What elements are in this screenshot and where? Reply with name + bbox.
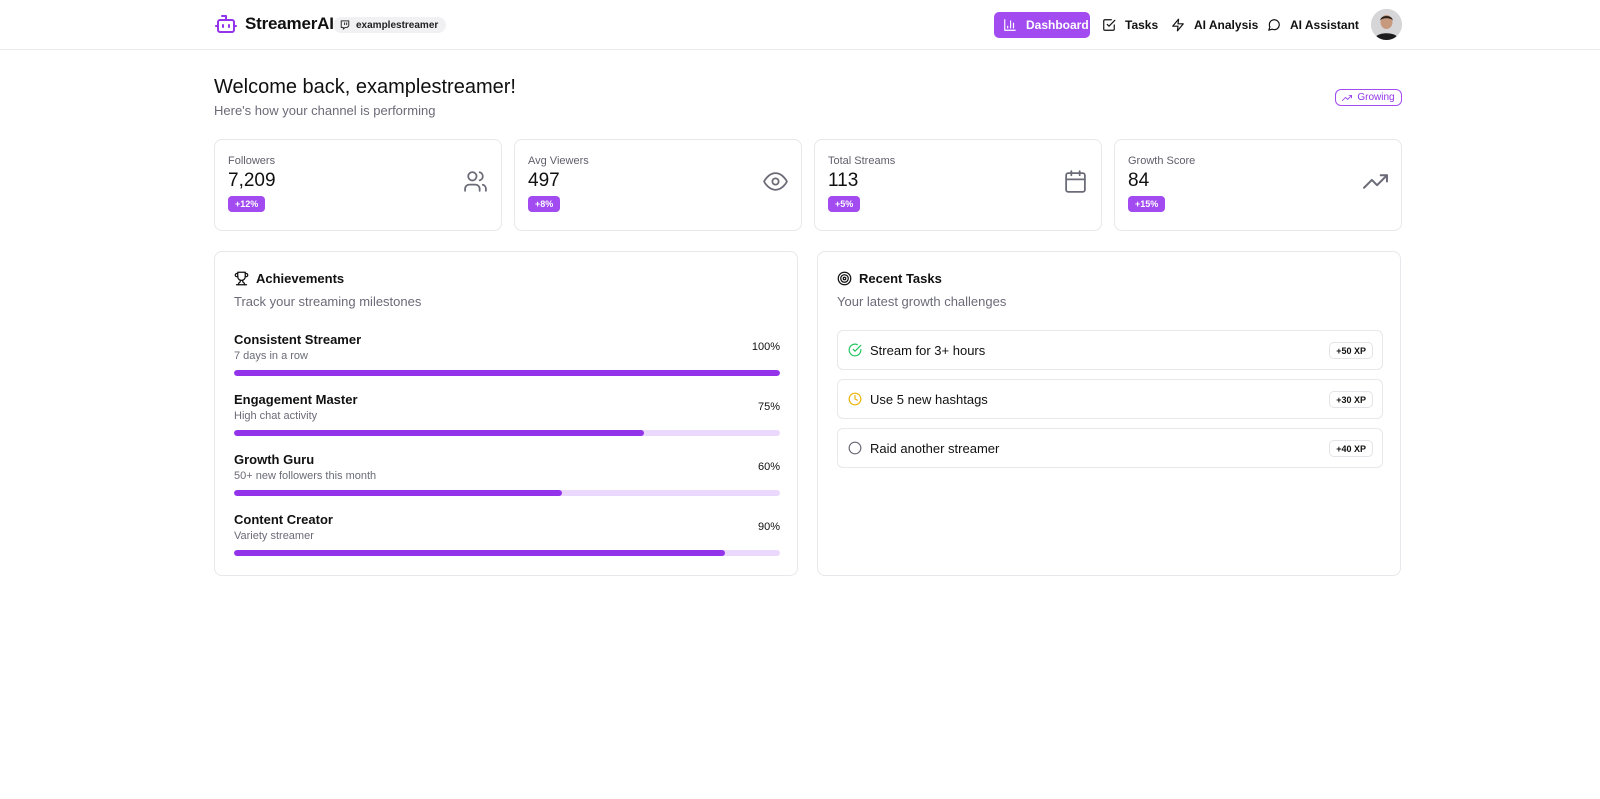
achievement-progress-bar (234, 550, 780, 556)
nav-dashboard-label: Dashboard (1026, 18, 1089, 32)
achievement-desc: High chat activity (234, 410, 318, 422)
stat-value: 84 (1128, 170, 1150, 191)
app-logo[interactable]: StreamerAI (214, 12, 334, 36)
zap-icon (1172, 18, 1184, 32)
clock-icon (848, 392, 862, 406)
stat-card-avg-viewers: Avg Viewers 497 +8% (514, 139, 802, 231)
stat-value: 7,209 (228, 170, 276, 191)
achievement-progress-bar (234, 490, 780, 496)
achievement-progress-bar (234, 370, 780, 376)
trophy-icon (234, 271, 249, 286)
achievement-desc: 7 days in a row (234, 350, 308, 362)
eye-icon (763, 172, 788, 191)
progress-fill (234, 550, 726, 556)
users-icon (464, 171, 487, 192)
nav-ai-analysis-label: AI Analysis (1194, 18, 1259, 32)
nav-tasks[interactable]: Tasks (1102, 12, 1158, 38)
task-item[interactable]: Use 5 new hashtags +30 XP (837, 379, 1383, 419)
recent-tasks-subtitle: Your latest growth challenges (837, 294, 1007, 309)
page-subtitle: Here's how your channel is performing (214, 103, 436, 118)
stat-label: Total Streams (828, 155, 896, 167)
stat-card-followers: Followers 7,209 +12% (214, 139, 502, 231)
stat-card-total-streams: Total Streams 113 +5% (814, 139, 1102, 231)
task-xp-badge: +30 XP (1329, 391, 1373, 408)
trending-up-icon (1363, 174, 1388, 189)
top-navbar: StreamerAI examplestreamer Dashboard Tas… (0, 0, 1600, 50)
achievements-title: Achievements (256, 271, 345, 286)
stat-card-growth-score: Growth Score 84 +15% (1114, 139, 1402, 231)
achievement-desc: 50+ new followers this month (234, 470, 377, 482)
task-xp-badge: +50 XP (1329, 342, 1373, 359)
task-xp-badge: +40 XP (1329, 440, 1373, 457)
avatar-image (1371, 9, 1402, 40)
achievement-item: Engagement Master High chat activity 75% (234, 392, 780, 440)
achievement-name: Growth Guru (234, 452, 315, 467)
growing-badge: Growing (1335, 89, 1402, 106)
stat-value: 497 (528, 170, 560, 191)
stat-label: Growth Score (1128, 155, 1196, 167)
user-avatar[interactable] (1371, 9, 1402, 40)
achievements-subtitle: Track your streaming milestones (234, 294, 422, 309)
nav-tasks-label: Tasks (1125, 18, 1159, 32)
stat-delta-badge: +5% (828, 196, 861, 212)
calendar-icon (1065, 170, 1086, 193)
circle-icon (848, 441, 862, 455)
achievement-item: Consistent Streamer 7 days in a row 100% (234, 332, 780, 380)
bot-icon (215, 15, 237, 33)
achievement-percent: 90% (757, 521, 780, 533)
channel-badge: examplestreamer (333, 17, 447, 33)
bar-chart-icon (1004, 19, 1016, 31)
task-item[interactable]: Stream for 3+ hours +50 XP (837, 330, 1383, 370)
nav-ai-analysis[interactable]: AI Analysis (1171, 12, 1258, 38)
task-label: Raid another streamer (870, 441, 1000, 456)
task-item[interactable]: Raid another streamer +40 XP (837, 428, 1383, 468)
recent-tasks-title: Recent Tasks (859, 271, 942, 286)
trending-up-icon (1342, 94, 1353, 101)
achievement-item: Growth Guru 50+ new followers this month… (234, 452, 780, 500)
achievements-card: Achievements Track your streaming milest… (214, 251, 798, 576)
stat-delta-badge: +15% (1128, 196, 1166, 212)
achievement-percent: 100% (751, 341, 780, 353)
achievements-header: Achievements (234, 271, 344, 286)
app-name: StreamerAI (245, 14, 334, 33)
achievement-name: Content Creator (234, 512, 333, 527)
stat-label: Followers (228, 155, 276, 167)
nav-dashboard[interactable]: Dashboard (994, 12, 1090, 38)
target-icon (837, 271, 852, 286)
progress-fill (234, 430, 644, 436)
nav-ai-assistant-label: AI Assistant (1290, 18, 1359, 32)
twitch-icon (340, 20, 350, 30)
task-label: Use 5 new hashtags (870, 392, 988, 407)
achievement-progress-bar (234, 430, 780, 436)
achievement-percent: 60% (757, 461, 780, 473)
stat-label: Avg Viewers (528, 155, 589, 167)
achievement-name: Engagement Master (234, 392, 358, 407)
nav-ai-assistant[interactable]: AI Assistant (1267, 12, 1359, 38)
message-circle-icon (1268, 19, 1280, 31)
achievement-item: Content Creator Variety streamer 90% (234, 512, 780, 560)
stat-delta-badge: +8% (528, 196, 561, 212)
stat-value: 113 (828, 170, 859, 191)
growing-badge-label: Growing (1357, 92, 1395, 103)
achievement-name: Consistent Streamer (234, 332, 362, 347)
achievement-percent: 75% (757, 401, 780, 413)
progress-fill (234, 370, 780, 376)
check-square-icon (1103, 19, 1116, 31)
channel-name: examplestreamer (356, 19, 439, 31)
recent-tasks-card: Recent Tasks Your latest growth challeng… (817, 251, 1401, 576)
page-title: Welcome back, examplestreamer! (214, 76, 516, 98)
achievement-desc: Variety streamer (234, 530, 314, 542)
recent-tasks-header: Recent Tasks (837, 271, 942, 286)
check-circle-icon (848, 343, 862, 357)
progress-fill (234, 490, 562, 496)
task-label: Stream for 3+ hours (870, 343, 986, 358)
stat-delta-badge: +12% (228, 196, 266, 212)
